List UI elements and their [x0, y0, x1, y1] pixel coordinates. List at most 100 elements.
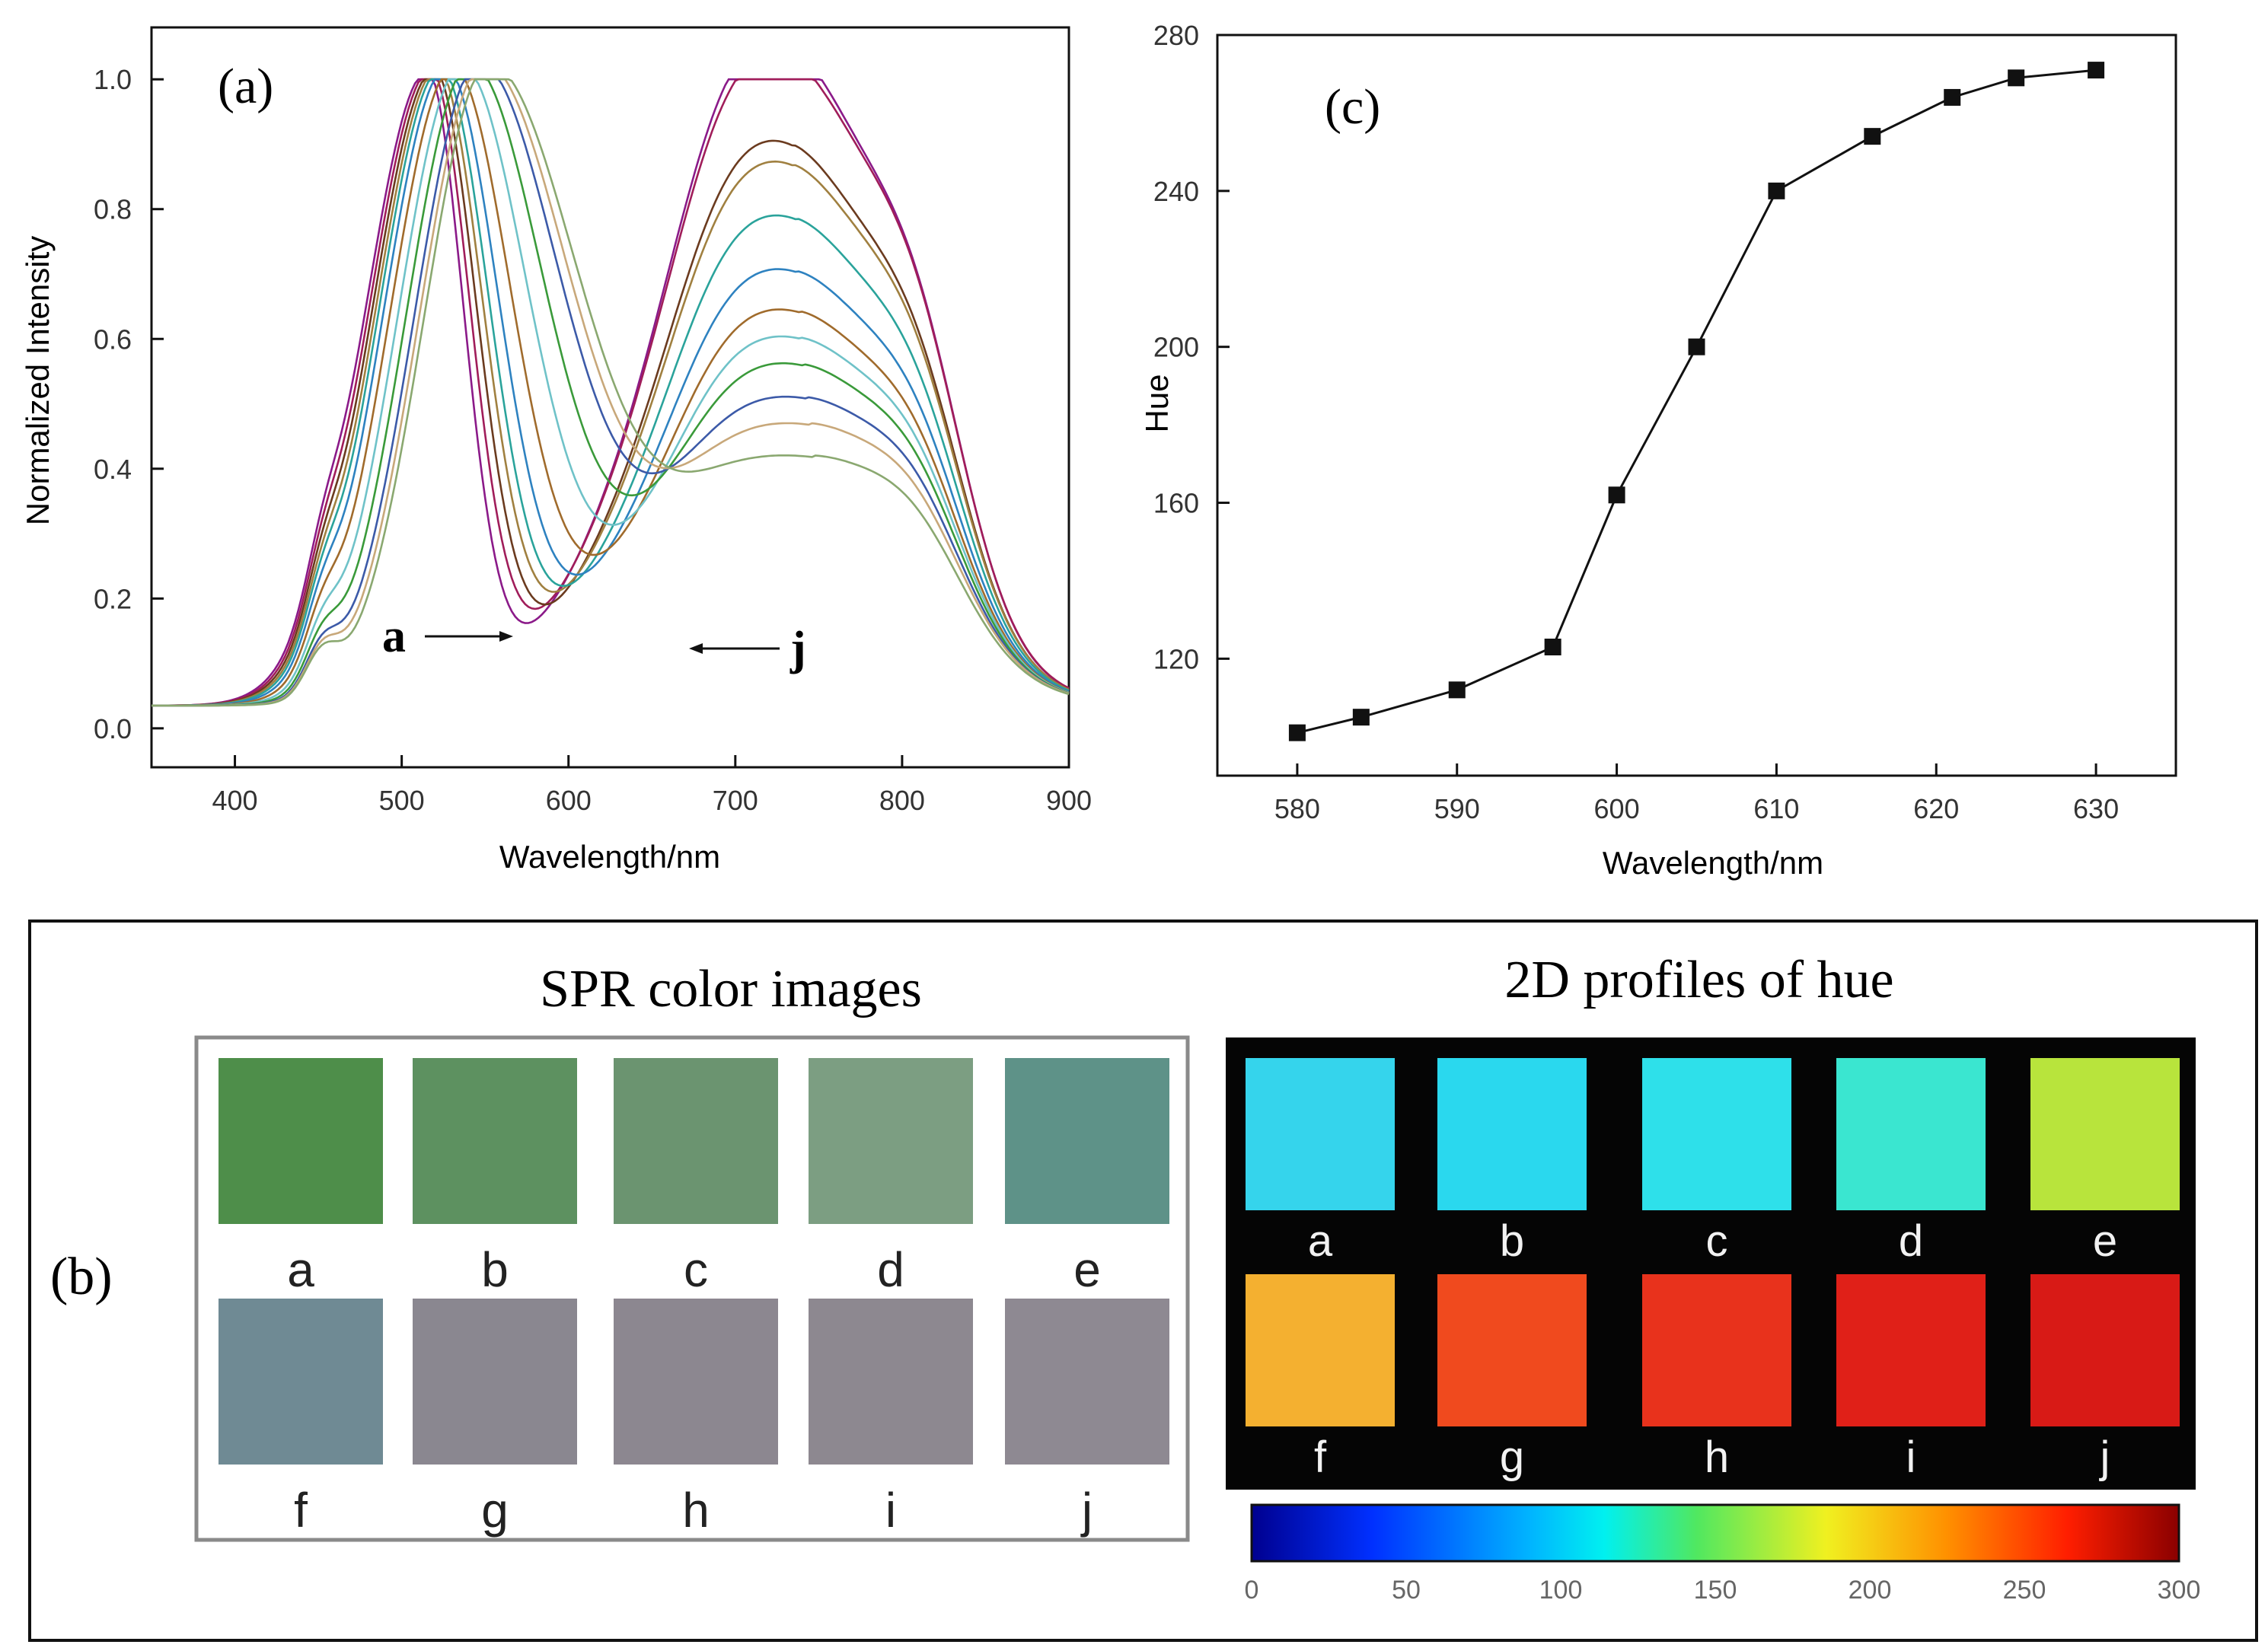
spectrum-line-d — [152, 78, 1070, 707]
y-tick-label: 0.0 — [94, 713, 132, 744]
hue-point — [1544, 639, 1561, 656]
spr-swatch-c — [614, 1058, 778, 1224]
y-tick-label: 280 — [1153, 20, 1199, 51]
hue-swatch-label: d — [1899, 1216, 1923, 1266]
y-tick-label: 160 — [1153, 488, 1199, 519]
x-tick-label: 900 — [1046, 785, 1092, 816]
y-tick-label: 0.2 — [94, 583, 132, 614]
hue-swatch-label: h — [1705, 1433, 1729, 1482]
hue-swatch-j — [2030, 1274, 2180, 1426]
colorbar-tick-label: 100 — [1539, 1576, 1583, 1605]
spr-swatch-h — [614, 1299, 778, 1465]
hue-swatch-d — [1836, 1058, 1986, 1210]
spr-swatch-d — [809, 1058, 973, 1224]
hue-swatch-label: a — [1308, 1216, 1333, 1266]
hue-swatch-label: j — [2099, 1433, 2110, 1482]
annotation-label-j: j — [789, 623, 806, 674]
spr-swatch-label: f — [294, 1483, 308, 1538]
panel-frame — [28, 920, 2258, 1642]
y-axis-label: Hue — [1139, 374, 1175, 432]
hue-point — [1688, 338, 1705, 355]
axes: 400 500 600 700 800 900 0.0 0.2 0.4 0.6 0.8 1.0 — [94, 64, 1092, 816]
annotation-arrow-a: a — [382, 610, 513, 662]
hue-point — [1864, 128, 1881, 145]
hue-swatch-grid: a b c d e f g h i j — [1246, 1058, 2180, 1482]
x-tick-label: 630 — [2073, 793, 2119, 824]
hue-swatch-label: c — [1706, 1216, 1728, 1266]
hue-swatch-label: f — [1314, 1433, 1327, 1482]
hue-point — [1448, 681, 1466, 699]
x-tick-label: 400 — [212, 785, 258, 816]
y-tick-label: 120 — [1153, 643, 1199, 674]
spr-swatch-j — [1005, 1299, 1169, 1465]
colorbar-ticks: 0 50 100 150 200 250 300 — [1245, 1576, 2201, 1605]
plot-frame — [150, 26, 1070, 769]
x-tick-label: 600 — [1594, 793, 1640, 824]
hue-swatch-g — [1437, 1274, 1587, 1426]
spectrum-line-j — [152, 78, 1070, 707]
x-tick-label: 610 — [1753, 793, 1799, 824]
annotation-arrow-j: j — [689, 623, 806, 674]
hue-series — [1288, 62, 2105, 741]
spr-swatch-label: g — [481, 1483, 509, 1538]
hue-swatch-i — [1836, 1274, 1986, 1426]
x-tick-label: 700 — [713, 785, 758, 816]
x-tick-label: 590 — [1434, 793, 1480, 824]
spr-swatch-label: a — [287, 1242, 314, 1297]
hue-point — [1608, 486, 1625, 504]
hue-point — [2008, 69, 2025, 87]
colorbar-tick-label: 0 — [1245, 1576, 1259, 1605]
hue-point — [1352, 709, 1370, 726]
hue-title: 2D profiles of hue — [1504, 951, 1893, 1009]
hue-line — [1297, 69, 2097, 735]
hue-swatch-label: g — [1500, 1433, 1524, 1482]
spectrum-line-a — [152, 78, 1070, 707]
y-tick-label: 200 — [1153, 332, 1199, 363]
colorbar-tick-label: 50 — [1392, 1576, 1421, 1605]
plot-frame — [1216, 33, 2177, 777]
hue-swatch-c — [1642, 1058, 1791, 1210]
x-tick-label: 620 — [1913, 793, 1959, 824]
spectrum-line-f — [152, 78, 1070, 707]
y-tick-label: 240 — [1153, 176, 1199, 207]
y-tick-label: 0.6 — [94, 324, 132, 355]
hue-swatch-a — [1246, 1058, 1395, 1210]
spr-swatch-label: c — [684, 1242, 708, 1297]
hue-swatch-f — [1246, 1274, 1395, 1426]
x-tick-label: 500 — [379, 785, 425, 816]
colorbar-tick-label: 200 — [1849, 1576, 1892, 1605]
spr-swatch-a — [219, 1058, 383, 1224]
hue-chart: 580 590 600 610 620 630 120 160 200 240 280 (c) Wa… — [1139, 20, 2177, 881]
x-tick-label: 800 — [879, 785, 925, 816]
spr-swatch-label: b — [481, 1242, 509, 1297]
colorbar-tick-label: 150 — [1694, 1576, 1737, 1605]
hue-swatch-label: i — [1906, 1433, 1916, 1482]
y-tick-label: 0.8 — [94, 194, 132, 225]
spr-swatch-label: i — [885, 1483, 896, 1538]
hue-point — [2088, 62, 2105, 79]
x-tick-label: 580 — [1274, 793, 1320, 824]
spectrum-line-l — [152, 78, 1070, 707]
color-images-panel: (b) SPR color images a b c d e f g h i j 2D profi… — [28, 920, 2258, 1642]
spr-swatch-e — [1005, 1058, 1169, 1224]
spectrum-line-b — [152, 78, 1070, 707]
x-tick-label: 600 — [546, 785, 592, 816]
hue-swatch-label: b — [1500, 1216, 1524, 1266]
colorbar — [1250, 1503, 2180, 1563]
y-tick-label: 0.4 — [94, 454, 132, 485]
spr-swatch-b — [413, 1058, 577, 1224]
hue-point — [1768, 182, 1785, 199]
hue-swatch-label: e — [2093, 1216, 2117, 1266]
hue-swatch-b — [1437, 1058, 1587, 1210]
hue-point — [1288, 724, 1306, 741]
annotation-label-a: a — [382, 610, 406, 662]
spr-swatch-label: e — [1073, 1242, 1101, 1297]
spr-swatch-grid: a b c d e f g h i j — [219, 1058, 1169, 1538]
colorbar-tick-label: 300 — [2158, 1576, 2201, 1605]
spr-swatch-f — [219, 1299, 383, 1465]
x-axis-label: Wavelength/nm — [1603, 845, 1823, 881]
panel-label: (c) — [1325, 79, 1380, 135]
panel-label: (a) — [218, 59, 273, 114]
colorbar-tick-label: 250 — [2003, 1576, 2046, 1605]
